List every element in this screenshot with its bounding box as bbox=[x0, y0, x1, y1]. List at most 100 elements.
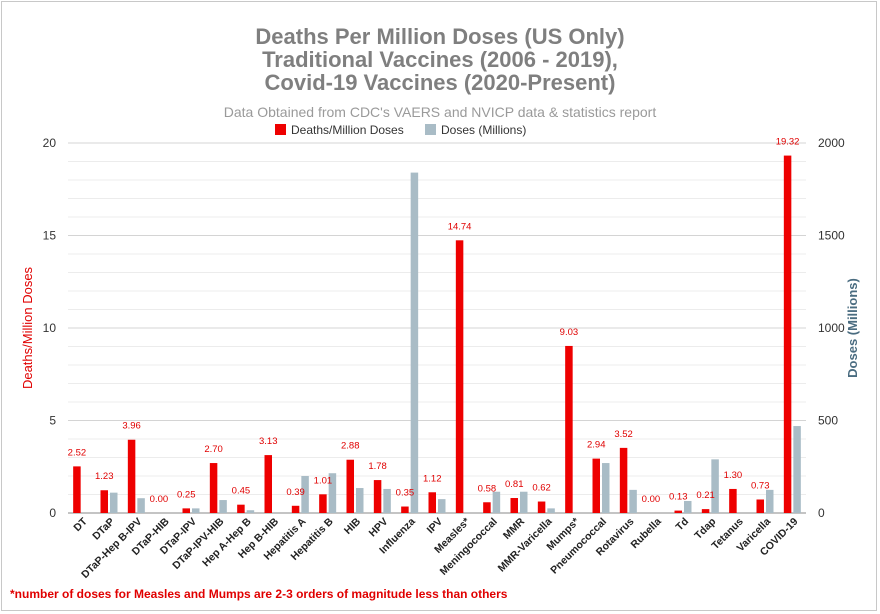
data-label-deaths: 1.78 bbox=[368, 461, 387, 472]
data-label-deaths: 0.35 bbox=[396, 488, 415, 499]
y-left-axis-title: Deaths/Million Doses bbox=[20, 266, 35, 389]
data-label-deaths: 0.81 bbox=[505, 479, 524, 490]
bar-deaths bbox=[209, 463, 218, 513]
data-label-deaths: 0.21 bbox=[696, 490, 715, 501]
bar-doses bbox=[328, 473, 337, 513]
y-left-tick-label: 15 bbox=[43, 229, 57, 243]
x-category-label: Rubella bbox=[628, 516, 663, 551]
chart-title-line: Deaths Per Million Doses (US Only) bbox=[255, 24, 624, 49]
data-label-deaths: 19.32 bbox=[776, 137, 800, 148]
bar-deaths bbox=[127, 439, 136, 513]
data-label-deaths: 0.62 bbox=[532, 483, 551, 494]
bar-doses bbox=[602, 463, 610, 513]
data-label-deaths: 1.01 bbox=[314, 475, 333, 486]
data-label-deaths: 0.73 bbox=[751, 480, 770, 491]
y-left-tick-label: 0 bbox=[49, 506, 56, 520]
data-label-deaths: 1.30 bbox=[724, 470, 743, 481]
bar-deaths bbox=[537, 501, 546, 513]
data-label-deaths: 9.03 bbox=[560, 327, 579, 338]
chart-subtitle: Data Obtained from CDC's VAERS and NVICP… bbox=[224, 104, 657, 120]
data-label-deaths: 0.25 bbox=[177, 489, 196, 500]
x-category-label: DT bbox=[71, 515, 90, 534]
bar-deaths bbox=[756, 499, 764, 513]
y-right-tick-label: 0 bbox=[818, 506, 825, 520]
bar-deaths bbox=[73, 466, 81, 513]
data-label-deaths: 14.74 bbox=[448, 221, 472, 232]
bar-doses bbox=[246, 510, 255, 513]
bar-deaths bbox=[783, 155, 792, 513]
legend-label-deaths: Deaths/Million Doses bbox=[291, 123, 404, 137]
bar-deaths bbox=[619, 447, 628, 513]
bar-deaths bbox=[100, 490, 108, 513]
data-label-deaths: 0.13 bbox=[669, 492, 688, 503]
bar-doses bbox=[547, 508, 555, 513]
chart-title-line: Covid-19 Vaccines (2020-Present) bbox=[265, 70, 616, 95]
bar-doses bbox=[492, 491, 501, 513]
bar-deaths bbox=[729, 488, 737, 513]
bar-deaths bbox=[291, 505, 300, 513]
bar-deaths bbox=[401, 506, 409, 513]
bar-deaths bbox=[428, 492, 436, 513]
bar-doses bbox=[192, 508, 200, 513]
bar-deaths bbox=[701, 509, 710, 513]
bar-doses bbox=[110, 492, 118, 513]
bar-doses bbox=[383, 488, 391, 513]
bar-doses bbox=[711, 459, 719, 513]
data-label-deaths: 0.00 bbox=[150, 494, 169, 505]
data-label-deaths: 3.13 bbox=[259, 436, 278, 447]
data-label-deaths: 1.23 bbox=[95, 471, 114, 482]
y-left-tick-label: 5 bbox=[49, 414, 56, 428]
chart-footnote: *number of doses for Measles and Mumps a… bbox=[10, 587, 508, 601]
data-label-deaths: 3.52 bbox=[614, 429, 633, 440]
y-right-tick-label: 2000 bbox=[818, 136, 845, 150]
data-label-deaths: 2.70 bbox=[204, 444, 223, 455]
bar-doses bbox=[793, 426, 801, 513]
bar-doses bbox=[684, 500, 692, 513]
x-category-label: HPV bbox=[367, 516, 391, 540]
data-label-deaths: 0.45 bbox=[232, 486, 251, 497]
y-right-axis-title: Doses (Millions) bbox=[845, 278, 860, 378]
bar-deaths bbox=[319, 494, 327, 513]
x-category-label: IPV bbox=[425, 516, 445, 536]
data-label-deaths: 2.94 bbox=[587, 440, 606, 451]
bar-doses bbox=[520, 491, 528, 513]
bar-doses bbox=[629, 489, 637, 513]
bar-doses bbox=[410, 172, 419, 513]
chart-title-line: Traditional Vaccines (2006 - 2019), bbox=[262, 47, 618, 72]
legend-label-doses: Doses (Millions) bbox=[441, 123, 526, 137]
x-category-label: Td bbox=[674, 516, 692, 534]
data-label-deaths: 0.58 bbox=[478, 483, 497, 494]
legend-swatch-deaths bbox=[275, 124, 286, 135]
bar-deaths bbox=[346, 459, 354, 513]
bar-doses bbox=[137, 498, 145, 513]
bar-deaths bbox=[592, 458, 600, 513]
data-label-deaths: 2.88 bbox=[341, 441, 360, 452]
data-label-deaths: 1.12 bbox=[423, 473, 442, 484]
bar-deaths bbox=[182, 508, 190, 513]
bar-deaths bbox=[483, 502, 491, 513]
bar-deaths bbox=[373, 480, 382, 513]
y-left-tick-label: 20 bbox=[43, 136, 57, 150]
data-label-deaths: 3.96 bbox=[122, 421, 141, 432]
data-label-deaths: 2.52 bbox=[68, 447, 87, 458]
y-right-tick-label: 500 bbox=[818, 414, 838, 428]
y-left-tick-label: 10 bbox=[43, 321, 57, 335]
bar-doses bbox=[766, 489, 774, 513]
bar-doses bbox=[301, 476, 309, 513]
data-label-deaths: 0.00 bbox=[642, 494, 661, 505]
y-right-tick-label: 1000 bbox=[818, 321, 845, 335]
x-category-label: HIB bbox=[342, 515, 364, 537]
bar-doses bbox=[438, 499, 446, 513]
bar-deaths bbox=[264, 455, 272, 513]
data-label-deaths: 0.39 bbox=[286, 487, 305, 498]
bar-deaths bbox=[565, 345, 573, 513]
bar-deaths bbox=[674, 510, 682, 513]
bar-doses bbox=[356, 488, 364, 513]
bar-deaths bbox=[237, 504, 245, 513]
y-right-tick-label: 1500 bbox=[818, 229, 845, 243]
legend-swatch-doses bbox=[425, 124, 436, 135]
bar-doses bbox=[219, 500, 227, 513]
bar-deaths bbox=[510, 498, 518, 513]
bar-deaths bbox=[455, 240, 464, 513]
